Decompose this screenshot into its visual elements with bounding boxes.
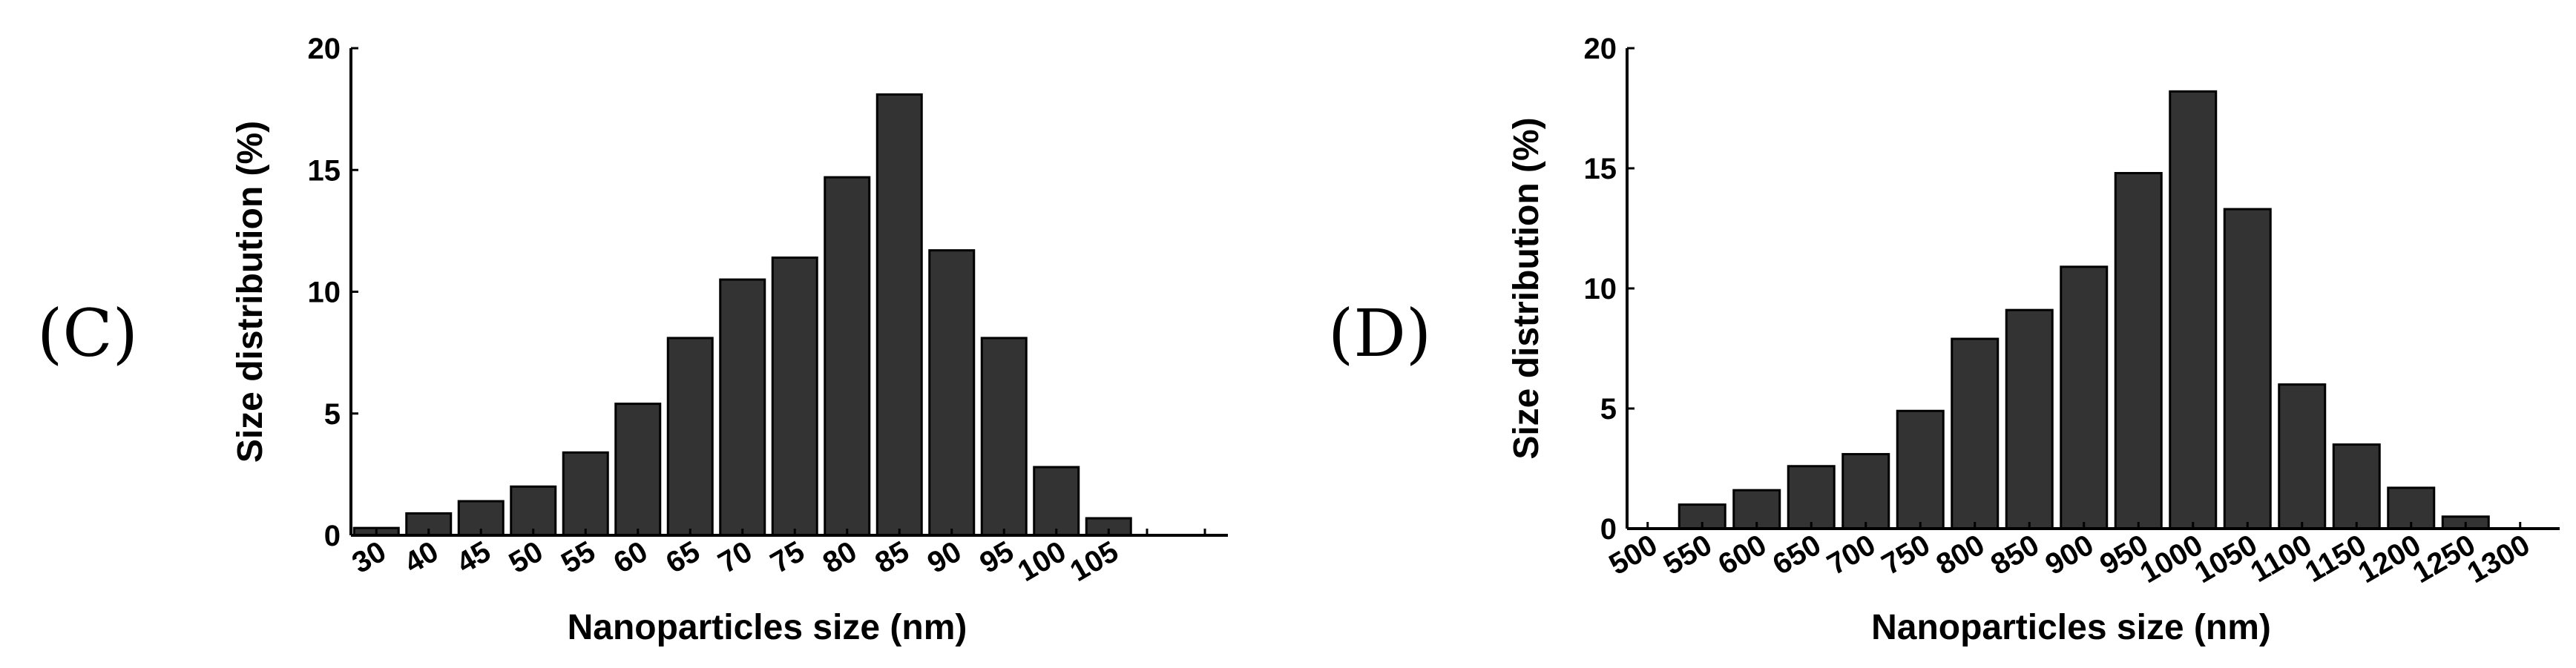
bar-65 xyxy=(666,337,714,537)
x-tick-label-900: 900 xyxy=(2040,529,2099,581)
y-tick-label: 10 xyxy=(1584,273,1617,305)
x-tick-label-105: 105 xyxy=(1065,535,1124,588)
x-tick-label-600: 600 xyxy=(1712,529,1772,581)
y-tick-label: 10 xyxy=(308,277,341,309)
bar-1100 xyxy=(2278,383,2327,530)
bar-750 xyxy=(1896,409,1945,530)
x-tick-label-750: 750 xyxy=(1876,529,1936,581)
x-tick-label-100: 100 xyxy=(1012,535,1071,588)
x-tick-label-85: 85 xyxy=(870,535,915,580)
x-tick-label-650: 650 xyxy=(1767,529,1827,581)
panel-label: (C) xyxy=(37,295,138,371)
bar-75 xyxy=(771,257,818,537)
x-tick-label-75: 75 xyxy=(765,535,810,580)
y-tick-label: 15 xyxy=(308,154,341,187)
y-tick-label: 20 xyxy=(308,33,341,65)
x-tick-label-30: 30 xyxy=(346,535,392,580)
x-tick-label-55: 55 xyxy=(556,535,601,580)
bar-700 xyxy=(1841,453,1890,530)
bar-1200 xyxy=(2387,486,2436,530)
y-tick-label: 0 xyxy=(1600,513,1617,546)
y-tick-label: 0 xyxy=(324,520,341,552)
bar-850 xyxy=(2005,308,2054,530)
chart-panel-c: (C) 0 5 10 15 20 30 40 45 50 55 60 65 70 75 80 85 90 95100… xyxy=(37,33,1228,647)
chart-panel-d: (D)0510152050055060065070075080085090095… xyxy=(1328,33,2560,647)
bar-55 xyxy=(562,451,609,537)
x-tick-label-1300: 1300 xyxy=(2462,529,2535,590)
x-tick-label-95: 95 xyxy=(974,535,1019,580)
bar-70 xyxy=(719,278,766,537)
x-tick-label-45: 45 xyxy=(451,535,496,580)
y-tick-label: 15 xyxy=(1584,153,1617,185)
x-tick-label-550: 550 xyxy=(1658,529,1718,581)
y-axis-title: Size distribution (%) xyxy=(231,121,270,463)
bar-1150 xyxy=(2332,443,2381,530)
x-tick-label-80: 80 xyxy=(818,535,863,580)
bar-950 xyxy=(2114,171,2163,530)
bar-100 xyxy=(1033,466,1080,537)
bar-1050 xyxy=(2223,208,2272,530)
x-tick-label-60: 60 xyxy=(608,535,654,580)
bar-80 xyxy=(824,176,871,537)
bar-85 xyxy=(875,93,923,537)
x-axis-title: Nanoparticles size (nm) xyxy=(568,608,967,647)
y-axis-title: Size distribution (%) xyxy=(1507,117,1546,459)
bar-40 xyxy=(405,512,453,537)
bar-800 xyxy=(1951,337,2000,530)
bar-90 xyxy=(928,249,976,537)
x-tick-label-50: 50 xyxy=(504,535,549,580)
x-tick-label-70: 70 xyxy=(713,535,758,580)
y-tick-label: 5 xyxy=(1600,393,1617,426)
panel-label: (D) xyxy=(1328,295,1431,371)
bar-50 xyxy=(510,485,557,537)
x-tick-label-90: 90 xyxy=(922,535,967,580)
bar-900 xyxy=(2060,265,2109,530)
x-axis-title: Nanoparticles size (nm) xyxy=(1871,608,2271,647)
y-tick-label: 5 xyxy=(324,398,341,431)
bar-1000 xyxy=(2169,90,2218,530)
bar-95 xyxy=(980,337,1028,537)
bar-650 xyxy=(1787,465,1836,530)
x-tick-label-40: 40 xyxy=(399,535,444,580)
y-tick-label: 20 xyxy=(1584,33,1617,65)
bar-60 xyxy=(614,403,662,537)
x-tick-label-700: 700 xyxy=(1821,529,1881,581)
x-tick-label-850: 850 xyxy=(1985,529,2045,581)
x-tick-label-65: 65 xyxy=(660,535,706,580)
x-tick-label-800: 800 xyxy=(1931,529,1990,581)
